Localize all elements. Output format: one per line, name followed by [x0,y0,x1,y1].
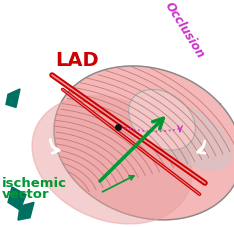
Polygon shape [8,187,26,210]
Polygon shape [6,89,20,107]
Text: LAD: LAD [55,51,99,70]
Text: ischemic: ischemic [2,177,67,190]
Polygon shape [54,66,234,220]
Polygon shape [129,89,195,150]
Text: vector: vector [2,188,50,201]
Polygon shape [144,101,232,169]
Polygon shape [18,202,34,220]
Text: Occlusion: Occlusion [162,0,207,61]
Polygon shape [32,96,192,224]
